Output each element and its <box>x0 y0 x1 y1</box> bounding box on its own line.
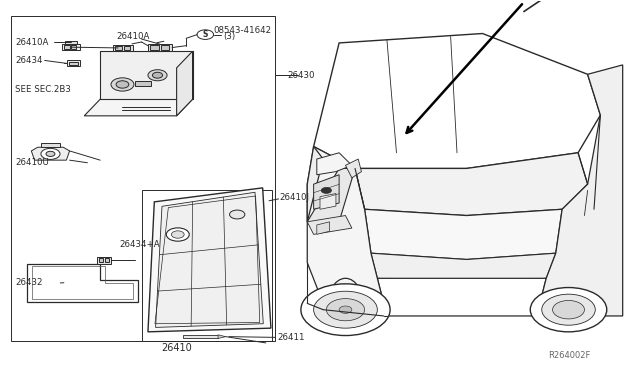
Circle shape <box>148 70 167 81</box>
Bar <box>65 41 77 44</box>
Text: S: S <box>203 30 208 39</box>
Circle shape <box>326 299 365 321</box>
Polygon shape <box>346 159 362 178</box>
Bar <box>11 16 275 341</box>
Bar <box>183 335 218 339</box>
Polygon shape <box>537 65 623 316</box>
Circle shape <box>116 81 129 88</box>
Circle shape <box>197 30 214 39</box>
Polygon shape <box>317 222 330 234</box>
Text: 26434: 26434 <box>15 56 43 65</box>
Bar <box>104 258 109 262</box>
Text: 26430: 26430 <box>287 71 314 80</box>
Text: (3): (3) <box>223 32 236 41</box>
Circle shape <box>41 148 60 160</box>
Text: 26410: 26410 <box>161 343 192 353</box>
Text: 26410A: 26410A <box>15 38 49 46</box>
Polygon shape <box>355 153 588 215</box>
Text: 26411: 26411 <box>277 333 305 342</box>
Bar <box>150 45 159 50</box>
Bar <box>115 46 122 50</box>
Polygon shape <box>320 193 336 209</box>
Polygon shape <box>314 175 339 209</box>
Bar <box>62 44 80 51</box>
Polygon shape <box>307 169 355 231</box>
Circle shape <box>314 291 378 328</box>
Bar <box>148 44 172 51</box>
Circle shape <box>230 210 245 219</box>
Bar <box>67 61 80 66</box>
Polygon shape <box>317 153 352 175</box>
Bar <box>141 190 272 341</box>
Polygon shape <box>378 278 546 316</box>
Text: 08543-41642: 08543-41642 <box>213 26 271 35</box>
Polygon shape <box>100 51 193 99</box>
Polygon shape <box>218 335 226 339</box>
Bar <box>124 46 130 50</box>
Circle shape <box>172 231 184 238</box>
Polygon shape <box>307 147 387 316</box>
Bar <box>71 45 76 49</box>
Polygon shape <box>84 99 193 116</box>
Circle shape <box>46 151 55 157</box>
Text: 26410A: 26410A <box>116 32 150 41</box>
Text: 26434+A: 26434+A <box>119 240 160 249</box>
Bar <box>69 62 78 65</box>
Text: 26410J: 26410J <box>280 193 310 202</box>
Bar <box>161 45 169 50</box>
Circle shape <box>339 306 352 313</box>
Polygon shape <box>314 33 600 169</box>
Bar <box>161 47 168 52</box>
Circle shape <box>301 284 390 336</box>
Text: SEE SEC.2B3: SEE SEC.2B3 <box>15 85 71 94</box>
Bar <box>150 47 158 52</box>
Polygon shape <box>307 147 323 222</box>
Bar <box>113 45 133 51</box>
Polygon shape <box>365 209 562 260</box>
Text: 26410U: 26410U <box>15 158 49 167</box>
Polygon shape <box>177 51 193 116</box>
Circle shape <box>531 288 607 332</box>
Bar <box>135 81 151 86</box>
Circle shape <box>552 301 584 319</box>
Circle shape <box>111 78 134 91</box>
Circle shape <box>321 187 332 193</box>
Bar <box>99 258 103 262</box>
Circle shape <box>152 72 163 78</box>
Bar <box>148 46 172 54</box>
Polygon shape <box>371 253 556 285</box>
Bar <box>65 45 70 49</box>
Polygon shape <box>156 192 263 327</box>
Bar <box>97 257 111 263</box>
Circle shape <box>166 228 189 241</box>
Text: R264002F: R264002F <box>548 350 591 360</box>
Polygon shape <box>31 147 70 160</box>
Circle shape <box>541 294 595 325</box>
Polygon shape <box>307 215 352 234</box>
Text: 26432: 26432 <box>15 278 43 287</box>
Bar <box>41 143 60 147</box>
Polygon shape <box>148 188 271 332</box>
